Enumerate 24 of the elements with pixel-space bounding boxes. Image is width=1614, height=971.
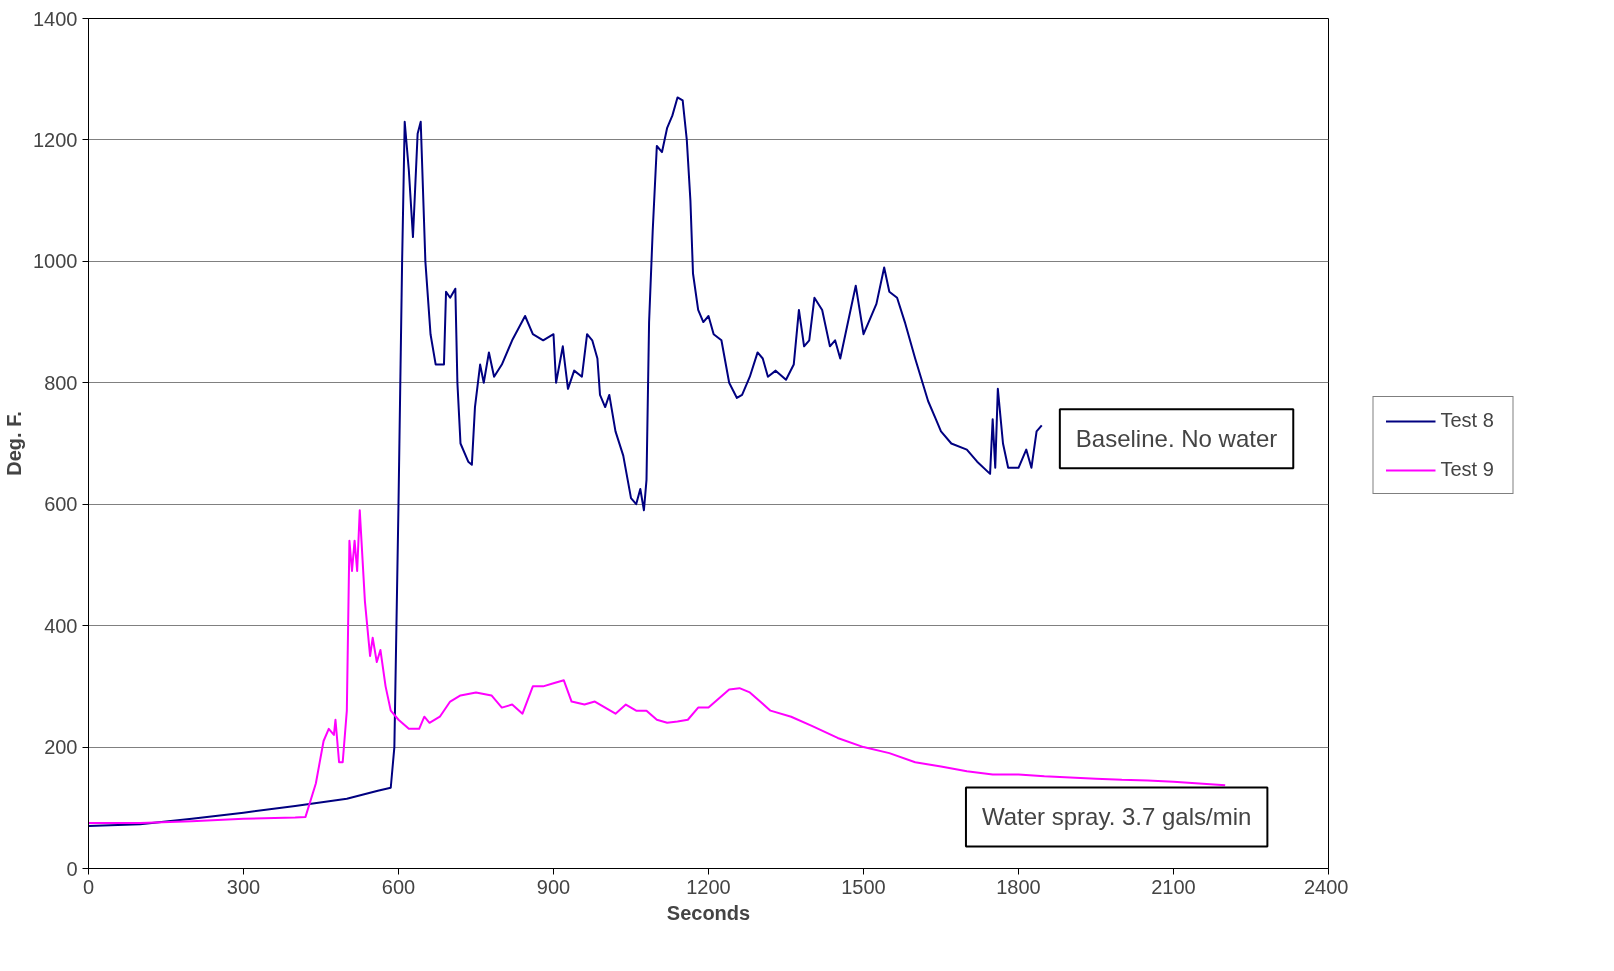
x-axis-title: Seconds xyxy=(666,901,751,924)
y-tick-label: 400 xyxy=(44,614,78,637)
x-tick-label: 900 xyxy=(536,875,571,898)
annotation: Baseline. No water xyxy=(1075,425,1278,453)
annotation: Water spray. 3.7 gals/min xyxy=(981,803,1252,831)
y-axis-title: Deg. F. xyxy=(3,411,26,476)
y-tick-label: 0 xyxy=(66,857,78,880)
x-tick-label: 2400 xyxy=(1304,875,1349,898)
x-tick-label: 600 xyxy=(381,875,416,898)
y-tick-label: 200 xyxy=(44,736,78,759)
x-tick-label: 300 xyxy=(226,875,261,898)
y-tick-label: 600 xyxy=(44,493,78,516)
legend-label: Test 9 xyxy=(1440,458,1495,481)
x-tick-label: 1800 xyxy=(996,875,1041,898)
x-tick-label: 1500 xyxy=(841,875,886,898)
line-series xyxy=(88,96,1043,827)
x-tick-label: 1200 xyxy=(686,875,731,898)
legend-label: Test 8 xyxy=(1440,409,1495,432)
y-tick-label: 1200 xyxy=(33,128,78,151)
x-tick-label: 0 xyxy=(82,875,95,898)
y-tick-label: 1400 xyxy=(33,7,78,30)
x-tick-label: 2100 xyxy=(1151,875,1196,898)
y-tick-label: 800 xyxy=(44,371,78,394)
y-tick-label: 1000 xyxy=(33,250,78,273)
